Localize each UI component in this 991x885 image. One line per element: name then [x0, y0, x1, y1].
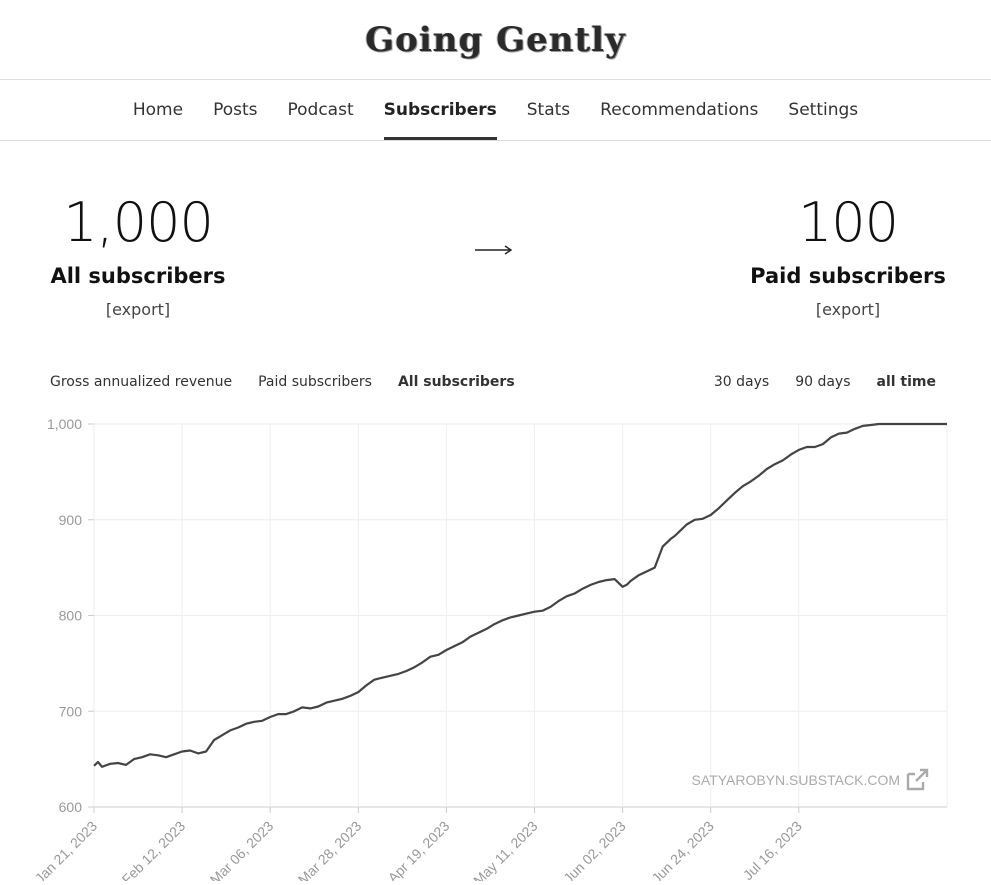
- all-subscribers-label: All subscribers: [50, 264, 226, 288]
- x-tick-label: Jul 16, 2023: [740, 818, 805, 881]
- x-tick-label: Apr 19, 2023: [385, 818, 453, 881]
- y-tick-label: 600: [59, 799, 83, 815]
- export-all-link[interactable]: [export]: [105, 300, 171, 319]
- x-tick-label: Jun 24, 2023: [648, 818, 717, 881]
- external-link-icon[interactable]: [906, 768, 929, 791]
- export-paid-link[interactable]: [export]: [815, 300, 881, 319]
- brand-header: Going Gently: [0, 0, 991, 80]
- nav-settings[interactable]: Settings: [788, 100, 859, 120]
- range-30-days[interactable]: 30 days: [713, 374, 770, 390]
- all-subscribers-count: 1,000: [63, 191, 214, 254]
- tab-gross-revenue[interactable]: Gross annualized revenue: [50, 374, 233, 390]
- y-tick-label: 700: [59, 703, 83, 719]
- x-tick-label: Mar 28, 2023: [295, 818, 365, 881]
- nav-home[interactable]: Home: [132, 100, 184, 120]
- x-tick-label: Jun 02, 2023: [560, 818, 629, 881]
- publication-title[interactable]: Going Gently: [365, 19, 626, 60]
- x-tick-label: May 11, 2023: [470, 818, 541, 881]
- arrow-right-icon: [475, 245, 513, 255]
- tab-all-subscribers[interactable]: All subscribers: [397, 374, 515, 390]
- y-tick-label: 800: [59, 608, 83, 624]
- y-tick-label: 1,000: [47, 416, 82, 432]
- tab-paid-subscribers[interactable]: Paid subscribers: [258, 374, 372, 390]
- x-tick-label: Feb 12, 2023: [119, 818, 189, 881]
- paid-subscribers-stat: 100 Paid subscribers [export]: [728, 191, 968, 320]
- paid-subscribers-count: 100: [797, 191, 899, 254]
- time-range-selector: 30 days 90 days all time: [714, 374, 936, 390]
- subscriber-chart: 600 700 800 900 1,000 Jan 21, 2023 Feb 12, 20…: [0, 400, 991, 885]
- nav-posts[interactable]: Posts: [213, 100, 258, 120]
- x-tick-label: Mar 06, 2023: [207, 818, 277, 881]
- top-nav: Home Posts Podcast Subscribers Stats Rec…: [0, 80, 991, 141]
- y-tick-label: 900: [59, 512, 83, 528]
- paid-subscribers-label: Paid subscribers: [750, 264, 946, 288]
- x-tick-label: Jan 21, 2023: [32, 818, 101, 881]
- nav-recommendations[interactable]: Recommendations: [600, 100, 759, 120]
- watermark[interactable]: SATYAROBYN.SUBSTACK.COM: [692, 768, 929, 791]
- range-all-time[interactable]: all time: [876, 374, 937, 390]
- nav-podcast[interactable]: Podcast: [287, 100, 354, 120]
- series-line-all-subscribers: [93, 422, 947, 768]
- all-subscribers-stat: 1,000 All subscribers [export]: [18, 191, 258, 320]
- watermark-text: SATYAROBYN.SUBSTACK.COM: [692, 772, 900, 788]
- nav-stats[interactable]: Stats: [526, 100, 571, 120]
- range-90-days[interactable]: 90 days: [795, 374, 851, 390]
- line-chart: 600 700 800 900 1,000 Jan 21, 2023 Feb 12, 20…: [32, 416, 948, 885]
- nav-subscribers[interactable]: Subscribers: [369, 80, 512, 140]
- chart-metric-tabs: Gross annualized revenue Paid subscriber…: [50, 374, 515, 390]
